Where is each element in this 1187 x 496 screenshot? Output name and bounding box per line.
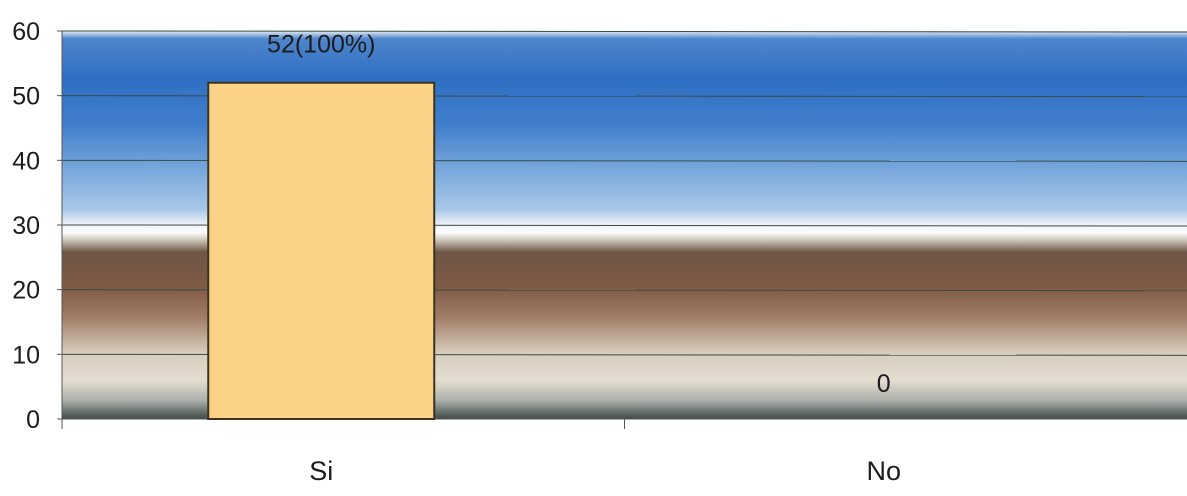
data-label-no: 0 <box>877 370 891 398</box>
x-tick-label-no: No <box>866 456 901 486</box>
data-label-si: 52(100%) <box>267 31 375 59</box>
y-tick-label: 60 <box>12 18 40 46</box>
x-tick-label-si: Si <box>309 456 333 486</box>
y-tick-label: 30 <box>12 212 40 240</box>
y-tick-label: 20 <box>12 277 40 305</box>
y-tick-label: 40 <box>12 147 40 175</box>
gridline <box>61 30 1187 33</box>
y-tick-label: 10 <box>12 341 40 369</box>
x-axis-tick-labels: Si No <box>61 419 901 486</box>
bar-si <box>207 81 436 420</box>
bars <box>207 81 436 420</box>
data-labels: 52(100%) 0 <box>267 31 891 398</box>
y-tick-label: 50 <box>12 83 40 111</box>
y-tick-label: 0 <box>26 406 40 434</box>
y-axis-tick-labels: 0 10 20 30 40 50 60 <box>12 18 62 434</box>
